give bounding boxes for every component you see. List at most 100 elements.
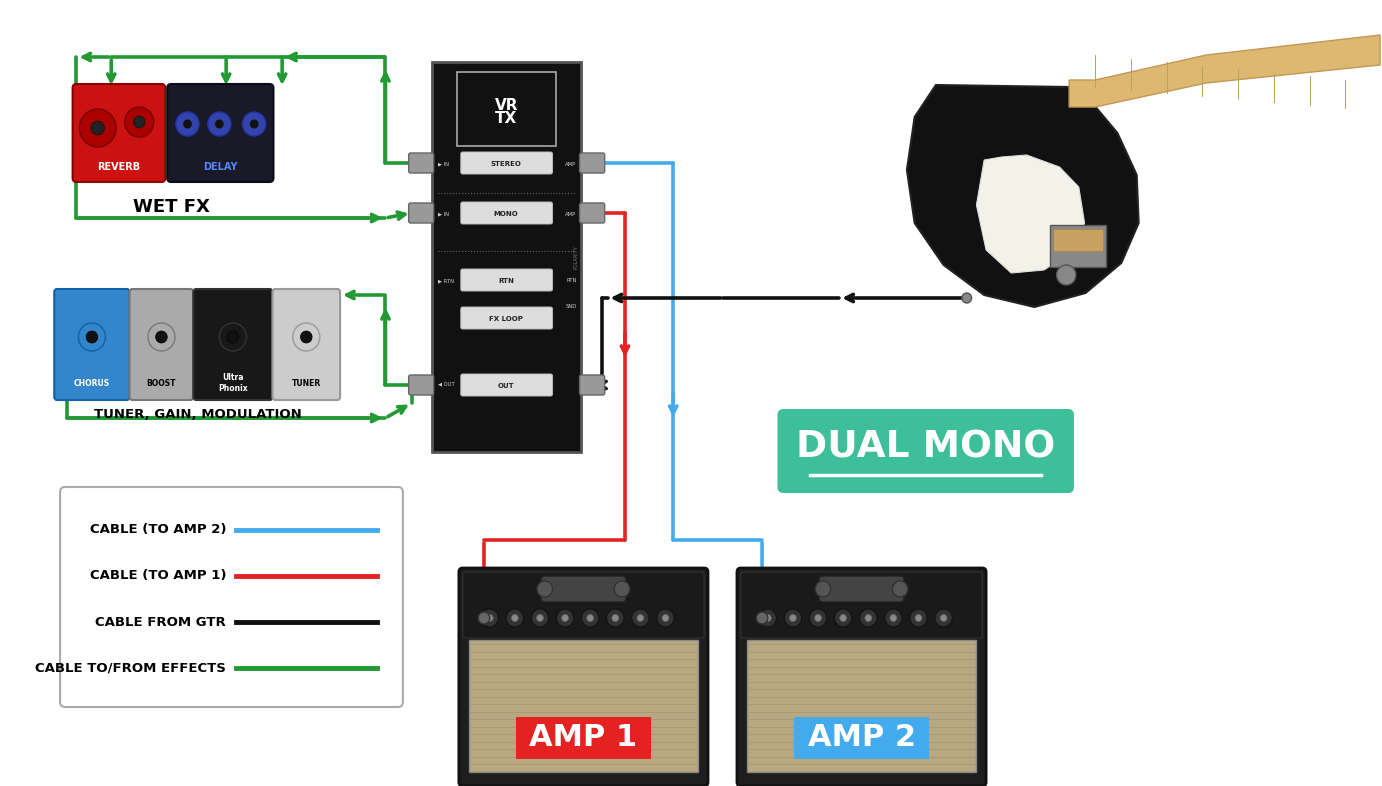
FancyBboxPatch shape: [130, 289, 193, 400]
Circle shape: [607, 609, 625, 627]
Circle shape: [481, 609, 499, 627]
Text: REVERB: REVERB: [97, 162, 141, 172]
FancyBboxPatch shape: [459, 568, 708, 786]
Circle shape: [893, 581, 908, 597]
Circle shape: [890, 615, 897, 622]
Text: RTN: RTN: [499, 278, 514, 284]
Circle shape: [561, 615, 568, 622]
Circle shape: [538, 581, 553, 597]
Text: FX LOOP: FX LOOP: [489, 316, 524, 322]
Circle shape: [134, 116, 145, 128]
Circle shape: [293, 323, 319, 351]
FancyBboxPatch shape: [468, 640, 698, 772]
FancyBboxPatch shape: [73, 84, 166, 182]
Text: WET FX: WET FX: [133, 198, 210, 216]
Text: ◀ OUT: ◀ OUT: [438, 381, 455, 387]
Text: DUAL MONO: DUAL MONO: [796, 429, 1054, 465]
Polygon shape: [907, 85, 1139, 307]
Circle shape: [615, 581, 630, 597]
Circle shape: [810, 609, 826, 627]
FancyBboxPatch shape: [793, 717, 929, 759]
Text: ▶ RTN: ▶ RTN: [438, 278, 453, 284]
FancyBboxPatch shape: [460, 307, 553, 329]
Text: CABLE TO/FROM EFFECTS: CABLE TO/FROM EFFECTS: [36, 662, 227, 674]
Circle shape: [865, 615, 872, 622]
Circle shape: [557, 609, 574, 627]
Circle shape: [612, 615, 619, 622]
Circle shape: [784, 609, 802, 627]
Polygon shape: [1070, 35, 1381, 107]
Circle shape: [79, 323, 105, 351]
Circle shape: [909, 609, 927, 627]
Text: TUNER: TUNER: [292, 379, 321, 387]
Text: SND: SND: [565, 304, 576, 310]
FancyBboxPatch shape: [167, 84, 274, 182]
Circle shape: [176, 112, 199, 136]
Circle shape: [478, 612, 489, 624]
Text: ▶ IN: ▶ IN: [438, 161, 449, 167]
FancyBboxPatch shape: [1053, 229, 1103, 251]
Text: CABLE (TO AMP 1): CABLE (TO AMP 1): [90, 570, 227, 582]
Circle shape: [506, 609, 524, 627]
FancyBboxPatch shape: [741, 572, 983, 638]
Circle shape: [216, 119, 224, 128]
FancyBboxPatch shape: [59, 487, 402, 707]
Circle shape: [511, 615, 518, 622]
Circle shape: [884, 609, 902, 627]
Text: POLARITY: POLARITY: [574, 245, 578, 269]
Circle shape: [124, 107, 153, 137]
FancyBboxPatch shape: [409, 375, 434, 395]
Text: TUNER, GAIN, MODULATION: TUNER, GAIN, MODULATION: [94, 407, 303, 421]
Circle shape: [250, 119, 258, 128]
Circle shape: [220, 323, 246, 351]
Circle shape: [86, 331, 98, 343]
Circle shape: [962, 293, 972, 303]
FancyBboxPatch shape: [1050, 225, 1106, 267]
FancyBboxPatch shape: [409, 153, 434, 173]
Circle shape: [486, 615, 493, 622]
Circle shape: [656, 609, 674, 627]
Circle shape: [915, 615, 922, 622]
Circle shape: [243, 112, 265, 136]
Circle shape: [207, 112, 231, 136]
Circle shape: [300, 331, 312, 343]
Circle shape: [632, 609, 650, 627]
Text: STEREO: STEREO: [491, 161, 521, 167]
FancyBboxPatch shape: [460, 152, 553, 174]
Text: OUT: OUT: [498, 383, 514, 389]
Text: CHORUS: CHORUS: [73, 379, 111, 387]
Circle shape: [940, 615, 947, 622]
Circle shape: [789, 615, 796, 622]
Circle shape: [840, 615, 847, 622]
Text: ▶ IN: ▶ IN: [438, 211, 449, 216]
Circle shape: [756, 612, 768, 624]
FancyBboxPatch shape: [579, 203, 605, 223]
FancyBboxPatch shape: [820, 576, 904, 602]
Text: RTN: RTN: [567, 278, 576, 284]
FancyBboxPatch shape: [272, 289, 340, 400]
Circle shape: [637, 615, 644, 622]
Circle shape: [860, 609, 878, 627]
Circle shape: [184, 119, 192, 128]
FancyBboxPatch shape: [54, 289, 130, 400]
Text: AMP: AMP: [565, 161, 576, 167]
Circle shape: [536, 615, 543, 622]
Circle shape: [815, 581, 831, 597]
FancyBboxPatch shape: [579, 153, 605, 173]
Text: Ultra
Phonix: Ultra Phonix: [218, 373, 247, 393]
Circle shape: [662, 615, 669, 622]
FancyBboxPatch shape: [409, 203, 434, 223]
Circle shape: [835, 609, 851, 627]
FancyBboxPatch shape: [515, 717, 651, 759]
FancyBboxPatch shape: [579, 375, 605, 395]
FancyBboxPatch shape: [460, 269, 553, 291]
Circle shape: [764, 615, 771, 622]
Polygon shape: [977, 155, 1085, 273]
FancyBboxPatch shape: [778, 409, 1074, 493]
FancyBboxPatch shape: [746, 640, 977, 772]
Circle shape: [587, 615, 593, 622]
Circle shape: [582, 609, 598, 627]
FancyBboxPatch shape: [431, 62, 582, 452]
Circle shape: [934, 609, 952, 627]
FancyBboxPatch shape: [193, 289, 272, 400]
